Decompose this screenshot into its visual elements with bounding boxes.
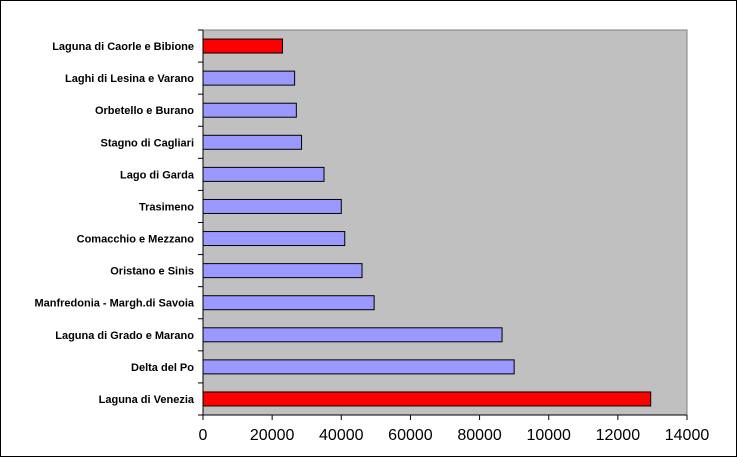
- category-label: Laghi di Lesina e Varano: [65, 73, 194, 85]
- x-tick-label: 0: [199, 427, 208, 444]
- bar: [202, 231, 346, 247]
- category-label: Laguna di Venezia: [99, 394, 195, 406]
- bar: [202, 166, 325, 182]
- x-tick-label: 80000: [457, 427, 502, 444]
- bar: [202, 327, 503, 343]
- x-tick-label: 14000: [665, 427, 710, 444]
- category-label: Laguna di Caorle e Bibione: [52, 41, 194, 53]
- axis-ticks: [198, 29, 688, 420]
- category-label: Orbetello e Burano: [95, 105, 194, 117]
- bar: [202, 70, 296, 86]
- bar: [202, 198, 342, 214]
- category-label: Stagno di Cagliari: [100, 137, 194, 149]
- bar: [202, 391, 652, 407]
- category-label: Delta del Po: [131, 362, 194, 374]
- category-label: Trasimeno: [139, 201, 194, 213]
- category-label: Comacchio e Mezzano: [77, 234, 195, 246]
- x-tick-label: 60000: [388, 427, 433, 444]
- category-labels: Laguna di Caorle e Bibione Laghi di Lesin…: [34, 41, 194, 406]
- category-label: Lago di Garda: [120, 169, 195, 181]
- x-tick-label: 12000: [596, 427, 641, 444]
- x-tick-label: 10000: [526, 427, 571, 444]
- x-tick-labels: 0 20000 40000 60000 80000 10000 12000 14000: [199, 427, 710, 444]
- x-tick-label: 20000: [250, 427, 295, 444]
- bars: [202, 38, 652, 407]
- bar: [202, 263, 363, 279]
- bar: [202, 102, 297, 118]
- plot-area: [202, 29, 688, 416]
- bar: [202, 359, 515, 375]
- bar: [202, 38, 284, 54]
- bar: [202, 295, 375, 311]
- category-label: Laguna di Grado e Marano: [55, 330, 194, 342]
- x-tick-label: 40000: [319, 427, 364, 444]
- bar: [202, 134, 303, 150]
- category-label: Manfredonia - Margh.di Savoia: [34, 298, 194, 310]
- category-label: Oristano e Sinis: [110, 266, 194, 278]
